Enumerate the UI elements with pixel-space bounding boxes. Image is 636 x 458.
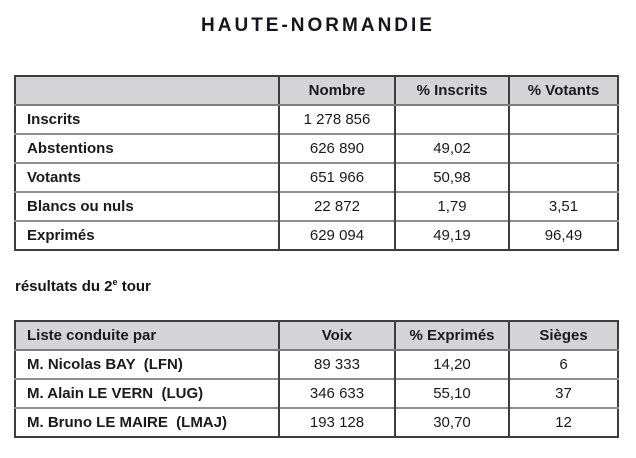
- turnout-table-header-row: Nombre % Inscrits % Votants: [15, 76, 618, 106]
- value-cell: 37: [508, 378, 618, 408]
- table-row: Inscrits 1 278 856: [15, 105, 618, 134]
- section-heading-second-round: résultats du 2e tour: [15, 277, 636, 295]
- results-header-sieges: Sièges: [508, 321, 618, 351]
- value-cell: 626 890: [278, 133, 395, 163]
- value-cell: 12: [508, 407, 618, 437]
- table-row: M. Alain LE VERN (LUG) 346 633 55,10 37: [15, 378, 618, 408]
- value-cell: 629 094: [278, 220, 395, 250]
- section-heading-text-suffix: tour: [117, 278, 151, 295]
- value-cell: 1 278 856: [278, 105, 395, 134]
- candidate-label: M. Alain LE VERN (LUG): [15, 378, 279, 408]
- turnout-header-nombre: Nombre: [278, 76, 395, 106]
- value-cell: 30,70: [394, 407, 509, 437]
- value-cell: 55,10: [394, 378, 509, 408]
- row-label: Blancs ou nuls: [15, 191, 279, 221]
- value-cell: 651 966: [278, 162, 395, 192]
- value-cell: 50,98: [394, 162, 509, 192]
- value-cell: 346 633: [278, 378, 395, 408]
- row-label: Votants: [15, 162, 279, 192]
- value-cell: [508, 105, 618, 134]
- value-cell: 1,79: [394, 191, 509, 221]
- table-row: Blancs ou nuls 22 872 1,79 3,51: [15, 191, 618, 221]
- candidate-label: M. Nicolas BAY (LFN): [27, 356, 183, 373]
- value-cell: 14,20: [394, 350, 509, 379]
- results-header-voix: Voix: [278, 321, 395, 351]
- value-cell: 49,02: [394, 133, 509, 163]
- results-table: Liste conduite par Voix % Exprimés Siège…: [14, 320, 619, 438]
- table-row: M. Nicolas BAY (LFN) 89 333 14,20 6: [15, 350, 618, 379]
- value-cell: 3,51: [508, 191, 618, 221]
- table-row: M. Bruno LE MAIRE (LMAJ) 193 128 30,70 1…: [15, 407, 618, 437]
- value-cell: [508, 162, 618, 192]
- turnout-header-pct-votants: % Votants: [508, 76, 618, 106]
- value-cell: 193 128: [278, 407, 395, 437]
- row-label: Abstentions: [15, 133, 279, 163]
- turnout-table: Nombre % Inscrits % Votants Inscrits 1 2…: [14, 75, 619, 251]
- results-table-header-row: Liste conduite par Voix % Exprimés Siège…: [15, 321, 618, 351]
- row-label: Exprimés: [15, 220, 279, 250]
- value-cell: 96,49: [508, 220, 618, 250]
- page-title: HAUTE-NORMANDIE: [201, 15, 435, 36]
- section-heading-text: résultats du 2: [15, 278, 113, 295]
- turnout-header-empty: [15, 76, 279, 106]
- value-cell: 89 333: [278, 350, 395, 379]
- table-row: Votants 651 966 50,98: [15, 162, 618, 192]
- value-cell: 49,19: [394, 220, 509, 250]
- results-header-liste: Liste conduite par: [15, 321, 279, 351]
- row-label: Inscrits: [27, 111, 81, 128]
- table-row: Abstentions 626 890 49,02: [15, 133, 618, 163]
- table-row: Exprimés 629 094 49,19 96,49: [15, 220, 618, 250]
- turnout-header-pct-inscrits: % Inscrits: [394, 76, 509, 106]
- results-header-pct-exprimes: % Exprimés: [394, 321, 509, 351]
- section-heading-superscript: e: [112, 277, 118, 287]
- candidate-label: M. Bruno LE MAIRE (LMAJ): [15, 407, 279, 437]
- value-cell: [394, 105, 509, 134]
- value-cell: [508, 133, 618, 163]
- value-cell: 22 872: [278, 191, 395, 221]
- value-cell: 6: [508, 350, 618, 379]
